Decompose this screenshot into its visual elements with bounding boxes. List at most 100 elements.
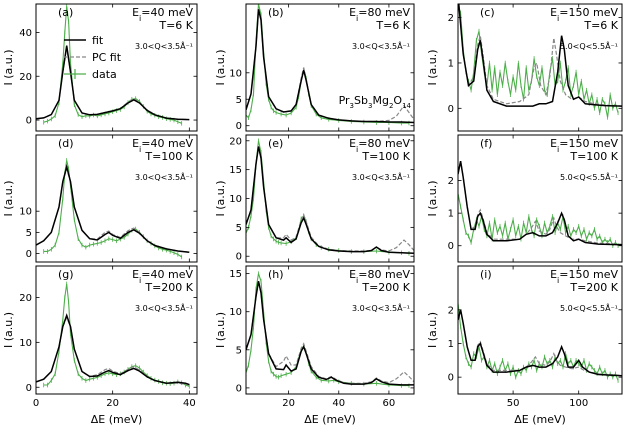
x-tick-label: 40 (332, 398, 345, 409)
incident-energy-label: Ei=40 meV (132, 6, 193, 23)
q-range-label: 5.0<Q<5.5Å⁻¹ (560, 302, 618, 313)
y-tick-label: 10 (19, 338, 32, 349)
legend-label: fit (92, 34, 104, 47)
y-tick-label: 40 (19, 28, 32, 39)
temperature-label: T=6 K (583, 19, 618, 32)
plot-area (36, 4, 190, 126)
panel-tag: (g) (58, 268, 74, 281)
panel-tag: (a) (58, 6, 73, 19)
y-tick-label: 0 (236, 383, 242, 394)
x-tick-label: 20 (282, 398, 295, 409)
data-series (458, 193, 619, 247)
panel-tag: (d) (58, 137, 74, 150)
x-axis-label: ΔE (meV) (304, 413, 356, 426)
legend-label: data (92, 68, 117, 81)
q-range-label: 3.0<Q<3.5Å⁻¹ (352, 171, 410, 182)
incident-energy-label: Ei=150 meV (550, 6, 618, 23)
temperature-label: T=100 K (361, 150, 410, 163)
axes-frame (457, 265, 623, 395)
plot-area (458, 4, 622, 120)
x-tick-label: 0 (33, 398, 39, 409)
axes-frame (245, 3, 415, 132)
incident-energy-label: Ei=150 meV (550, 137, 618, 154)
axes-frame (35, 3, 198, 132)
temperature-label: T=100 K (144, 150, 193, 163)
y-tick-label: 0 (448, 373, 454, 384)
fit-series (246, 146, 414, 255)
x-tick-label: 50 (507, 398, 520, 409)
plot-area (458, 160, 622, 249)
y-tick-label: 0 (448, 241, 454, 252)
panel-tag: (e) (268, 137, 283, 150)
y-tick-label: 15 (229, 165, 242, 176)
x-tick-label: 40 (183, 398, 196, 409)
y-tick-label: 1 (448, 209, 454, 220)
y-tick-label: 0 (236, 121, 242, 132)
legend-label: PC fit (92, 51, 122, 64)
q-range-label: 3.0<Q<3.5Å⁻¹ (352, 302, 410, 313)
data-series (43, 283, 190, 387)
axes-frame (35, 134, 198, 263)
plot-area (36, 158, 190, 260)
x-tick-label: 20 (106, 398, 119, 409)
legend: fit PC fit data (64, 34, 122, 81)
pc-fit-series (458, 160, 622, 245)
y-axis-label: I (a.u.) (214, 312, 227, 348)
fit-series (36, 163, 190, 254)
q-range-label: 3.0<Q<3.5Å⁻¹ (352, 40, 410, 51)
axes-frame (457, 134, 623, 263)
y-tick-label: 10 (229, 194, 242, 205)
y-axis-label: I (a.u.) (214, 180, 227, 216)
temperature-label: T=200 K (569, 281, 618, 294)
plot-area (458, 300, 622, 383)
compound-label: Pr3Sb3Mg2O14 (339, 94, 412, 110)
y-tick-label: 2 (448, 176, 454, 187)
plot-area (246, 4, 414, 126)
plot-area (36, 281, 190, 389)
panel-tag: (c) (480, 6, 495, 19)
fit-series (458, 4, 622, 107)
fit-series (36, 313, 190, 386)
y-tick-label: 2 (448, 13, 454, 24)
panel-tag: (b) (268, 6, 284, 19)
q-range-label: 5.0<Q<5.5Å⁻¹ (560, 40, 618, 51)
fit-series (246, 281, 414, 386)
y-axis-label: I (a.u.) (2, 180, 15, 216)
y-tick-label: 0 (26, 116, 32, 127)
fit-series (36, 45, 190, 121)
pc-fit-series (458, 309, 622, 377)
y-tick-label: 20 (229, 136, 242, 147)
incident-energy-label: Ei=150 meV (550, 268, 618, 285)
fit-series (246, 9, 414, 124)
q-range-label: 5.0<Q<5.5Å⁻¹ (560, 171, 618, 182)
incident-energy-label: Ei=40 meV (132, 137, 193, 154)
temperature-label: T=6 K (375, 19, 410, 32)
temperature-label: T=200 K (144, 281, 193, 294)
y-tick-label: 20 (19, 72, 32, 83)
axes-frame (245, 265, 415, 395)
axes-frame (457, 3, 623, 132)
y-axis-label: I (a.u.) (426, 180, 439, 216)
y-tick-label: 5 (26, 228, 32, 239)
y-tick-label: 20 (19, 293, 32, 304)
y-tick-label: 10 (19, 207, 32, 218)
temperature-label: T=6 K (158, 19, 193, 32)
axes-frame (35, 265, 198, 395)
plot-area (246, 271, 414, 388)
y-tick-label: 1 (448, 58, 454, 69)
y-tick-label: 5 (236, 345, 242, 356)
fit-series (458, 160, 622, 246)
q-range-label: 3.0<Q<3.5Å⁻¹ (135, 171, 193, 182)
y-tick-label: 1 (448, 339, 454, 350)
incident-energy-label: Ei=80 meV (349, 137, 410, 154)
y-axis-label: I (a.u.) (426, 49, 439, 85)
x-axis-label: ΔE (meV) (91, 413, 143, 426)
